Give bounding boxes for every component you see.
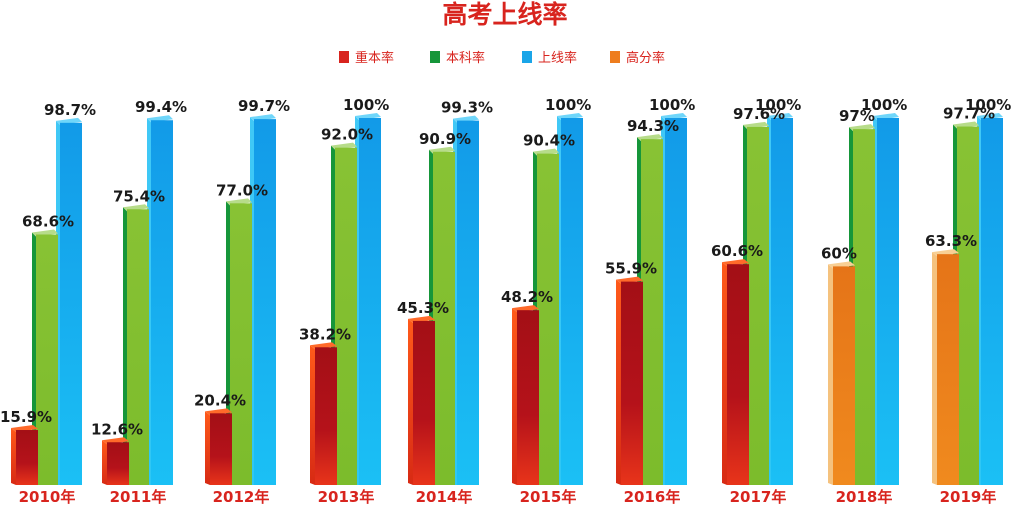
bar-上线率: [250, 114, 276, 485]
x-tick-label: 2012年: [213, 488, 270, 506]
bar-重本率: [616, 276, 643, 485]
legend-swatch: [339, 51, 349, 63]
data-label: 94.3%: [627, 117, 679, 135]
data-label: 45.3%: [397, 299, 449, 317]
legend-item: 高分率: [610, 50, 665, 66]
data-label: 20.4%: [194, 391, 246, 409]
x-tick-label: 2016年: [624, 488, 681, 506]
data-label: 100%: [649, 96, 695, 114]
data-label: 55.9%: [605, 260, 657, 278]
data-label: 38.2%: [299, 325, 351, 343]
data-label: 100%: [545, 96, 591, 114]
x-axis-labels: 2010年 2011年 2012年 2013年 2014年 2015年 2016年 2017年…: [19, 488, 997, 506]
x-tick-label: 2019年: [940, 488, 997, 506]
data-label: 100%: [755, 96, 801, 114]
data-labels: 98.7% 68.6% 15.9% 99.4% 75.4% 12.6% 99.7% 77.0%…: [0, 96, 1011, 438]
x-tick-label: 2014年: [416, 488, 473, 506]
data-label: 90.9%: [419, 130, 471, 148]
bar-重本率: [310, 342, 337, 485]
data-label: 75.4%: [113, 187, 165, 205]
data-label: 63.3%: [925, 232, 977, 250]
data-label: 97.7%: [943, 105, 995, 123]
bar-上线率: [355, 113, 381, 485]
legend-swatch: [610, 51, 620, 63]
legend-label: 上线率: [538, 50, 577, 66]
legend-label: 高分率: [626, 50, 665, 66]
data-label: 92.0%: [321, 126, 373, 144]
data-label: 12.6%: [91, 420, 143, 438]
bar-上线率: [56, 117, 82, 485]
data-label: 90.4%: [523, 132, 575, 150]
legend-label: 重本率: [355, 50, 394, 66]
legend-item: 上线率: [522, 50, 577, 66]
bar-上线率: [557, 113, 583, 485]
x-tick-label: 2010年: [19, 488, 76, 506]
x-tick-label: 2011年: [110, 488, 167, 506]
data-label: 97%: [839, 107, 875, 125]
legend-label: 本科率: [446, 50, 485, 66]
data-label: 97.6%: [733, 105, 785, 123]
bar-高分率: [932, 249, 959, 485]
bars: [11, 113, 1003, 486]
bar-高分率: [828, 261, 855, 485]
bar-上线率: [767, 113, 793, 485]
data-label: 60%: [821, 244, 857, 262]
bar-上线率: [147, 115, 173, 485]
data-label: 77.0%: [216, 181, 268, 199]
data-label: 68.6%: [22, 212, 74, 230]
data-label: 99.7%: [238, 97, 290, 115]
bar-上线率: [977, 113, 1003, 485]
data-label: 15.9%: [0, 408, 52, 426]
bar-重本率: [512, 305, 539, 485]
x-tick-label: 2018年: [836, 488, 893, 506]
data-label: 99.4%: [135, 98, 187, 116]
bar-重本率: [11, 425, 38, 485]
bar-上线率: [453, 115, 479, 486]
data-label: 98.7%: [44, 101, 96, 119]
bar-上线率: [661, 113, 687, 485]
legend-item: 本科率: [430, 50, 485, 66]
bar-上线率: [873, 113, 899, 485]
bar-重本率: [102, 437, 129, 485]
bar-本科率: [123, 204, 149, 486]
bar-重本率: [722, 259, 749, 485]
x-tick-label: 2013年: [318, 488, 375, 506]
data-label: 48.2%: [501, 288, 553, 306]
data-label: 100%: [343, 96, 389, 114]
legend-swatch: [522, 51, 532, 63]
legend-item: 重本率: [339, 50, 394, 66]
bar-重本率: [205, 408, 232, 485]
bar-重本率: [408, 315, 435, 485]
bar-本科率: [32, 229, 58, 485]
data-label: 60.6%: [711, 242, 763, 260]
legend: 重本率 本科率 上线率 高分率: [339, 50, 665, 66]
data-label: 99.3%: [441, 99, 493, 117]
x-tick-label: 2017年: [730, 488, 787, 506]
data-label: 100%: [861, 96, 907, 114]
data-label: 100%: [965, 96, 1011, 114]
legend-swatch: [430, 51, 440, 63]
x-tick-label: 2015年: [520, 488, 577, 506]
chart-title: 高考上线率: [442, 0, 567, 29]
